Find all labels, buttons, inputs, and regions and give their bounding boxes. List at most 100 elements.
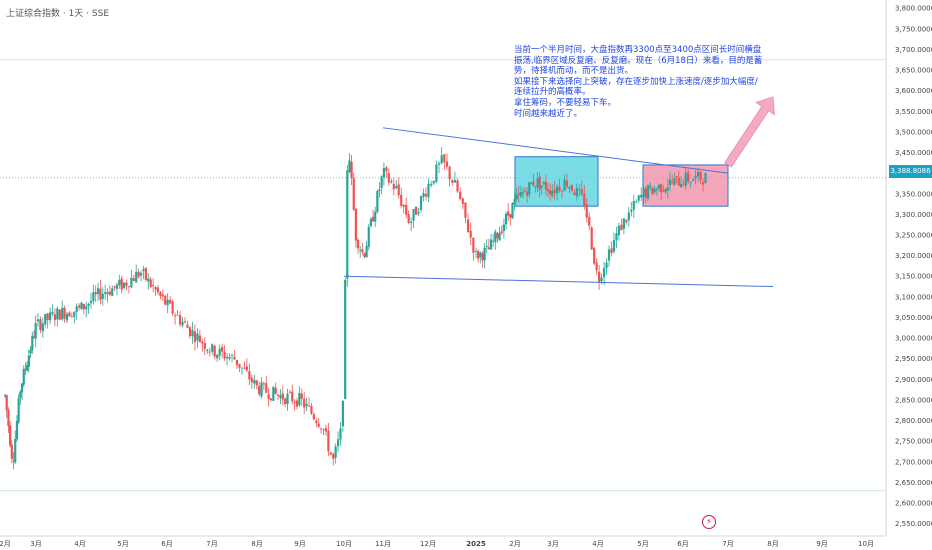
candle bbox=[303, 398, 306, 408]
candle bbox=[322, 429, 325, 431]
candle bbox=[437, 163, 441, 165]
candle bbox=[568, 187, 571, 189]
candle bbox=[546, 189, 550, 192]
candle bbox=[10, 444, 13, 459]
candle bbox=[410, 221, 413, 223]
candle bbox=[551, 191, 554, 196]
candle bbox=[701, 182, 705, 185]
candle bbox=[392, 183, 395, 190]
candle bbox=[363, 253, 366, 257]
candle bbox=[203, 343, 206, 350]
candle bbox=[15, 420, 19, 440]
candle bbox=[382, 168, 385, 178]
candle bbox=[142, 269, 145, 272]
candle bbox=[540, 185, 543, 188]
lower-trendline bbox=[343, 275, 774, 288]
candle bbox=[602, 268, 606, 278]
candle bbox=[92, 292, 95, 302]
candle bbox=[625, 220, 628, 223]
candle bbox=[515, 194, 518, 200]
x-tick-label: 2025 bbox=[466, 540, 486, 548]
candle bbox=[286, 393, 289, 405]
candle bbox=[20, 383, 24, 393]
candle bbox=[183, 321, 187, 323]
candle bbox=[274, 387, 277, 394]
candle bbox=[632, 201, 635, 210]
candle bbox=[156, 287, 160, 293]
y-tick-label: 2,700.0000 bbox=[895, 458, 932, 466]
candle bbox=[327, 430, 330, 452]
candle bbox=[7, 409, 10, 427]
candle bbox=[517, 193, 520, 195]
candle bbox=[99, 288, 102, 300]
candle bbox=[684, 172, 687, 186]
candle bbox=[276, 394, 280, 397]
candle bbox=[612, 240, 616, 252]
candle bbox=[230, 355, 234, 356]
candle bbox=[502, 224, 505, 232]
candle bbox=[640, 194, 643, 198]
candle bbox=[699, 171, 702, 181]
candle bbox=[36, 319, 40, 322]
candle bbox=[424, 194, 428, 197]
candle bbox=[159, 292, 162, 296]
candle bbox=[677, 177, 680, 186]
candle bbox=[324, 428, 328, 432]
candle bbox=[106, 292, 109, 295]
candle bbox=[291, 391, 294, 402]
candle bbox=[456, 180, 459, 192]
candle bbox=[666, 187, 669, 191]
candle bbox=[339, 428, 342, 440]
candle bbox=[443, 154, 446, 163]
x-tick-label: 9月 bbox=[294, 540, 305, 548]
candle bbox=[588, 216, 591, 226]
candle bbox=[536, 178, 539, 188]
x-tick-label: 10月 bbox=[336, 540, 352, 548]
candle bbox=[414, 206, 418, 215]
candle bbox=[78, 305, 81, 308]
x-tick-label: 5月 bbox=[637, 540, 648, 548]
candle bbox=[578, 189, 581, 191]
candle bbox=[532, 181, 535, 186]
candle bbox=[605, 262, 608, 269]
candle bbox=[519, 192, 522, 197]
candle bbox=[115, 284, 119, 289]
candle bbox=[32, 336, 36, 338]
candle bbox=[73, 311, 76, 317]
candle bbox=[346, 170, 349, 279]
candle bbox=[85, 306, 88, 310]
candle bbox=[662, 190, 665, 192]
candle bbox=[154, 287, 157, 290]
candle bbox=[500, 231, 503, 234]
candle bbox=[208, 351, 211, 353]
candle bbox=[181, 321, 184, 326]
lightning-icon[interactable]: ⚡ bbox=[702, 515, 716, 529]
x-tick-label: 5月 bbox=[117, 540, 128, 548]
x-tick-label: 7月 bbox=[206, 540, 217, 548]
candle bbox=[221, 347, 224, 352]
candle bbox=[336, 439, 340, 447]
candle bbox=[132, 278, 135, 281]
candle bbox=[704, 173, 707, 184]
x-tick-label: 4月 bbox=[592, 540, 603, 548]
candle bbox=[387, 173, 390, 183]
y-tick-label: 2,950.0000 bbox=[895, 355, 932, 363]
candle bbox=[504, 213, 508, 225]
upper-trendline bbox=[382, 127, 729, 174]
candle bbox=[312, 414, 315, 420]
x-tick-label: 9月 bbox=[816, 540, 827, 548]
y-tick-label: 3,150.0000 bbox=[895, 273, 932, 281]
candle bbox=[617, 225, 621, 236]
candle bbox=[653, 188, 656, 193]
x-tick-label: 2月 bbox=[509, 540, 520, 548]
candle bbox=[651, 187, 654, 195]
candle bbox=[104, 292, 107, 294]
candle bbox=[523, 190, 527, 192]
candle bbox=[649, 185, 652, 188]
x-tick-label: 6月 bbox=[161, 540, 172, 548]
candle bbox=[679, 183, 683, 188]
candle bbox=[253, 379, 256, 384]
candle bbox=[555, 186, 559, 194]
symbol-title[interactable]: 上证综合指数 · 1天 · SSE bbox=[6, 9, 110, 19]
